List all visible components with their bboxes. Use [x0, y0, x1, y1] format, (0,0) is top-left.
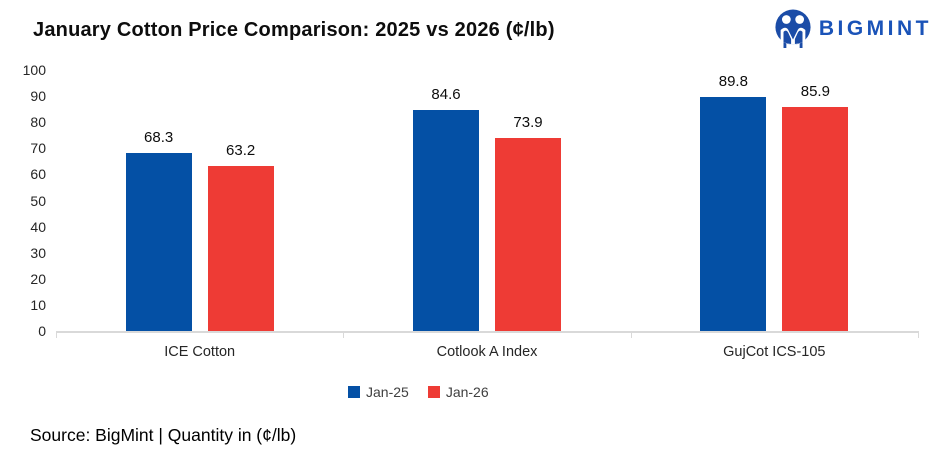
bar-jan-26-cotlook-a-index [495, 138, 561, 331]
y-axis-tick-label: 0 [38, 323, 46, 339]
bar-jan-25-gujcot-ics-105 [700, 96, 767, 331]
bar-value-label: 84.6 [431, 86, 461, 104]
bigmint-logo: BIGMINT [774, 9, 932, 49]
y-axis-tick-label: 60 [30, 166, 46, 183]
bar-value-label: 85.9 [800, 82, 830, 100]
bar-jan-25-ice-cotton [125, 152, 192, 331]
y-axis-tick-label: 10 [30, 296, 46, 313]
y-axis-tick-label: 100 [22, 62, 46, 78]
x-axis-tick-mark [918, 331, 919, 338]
legend-swatch-icon [348, 386, 360, 398]
source-note: Source: BigMint | Quantity in (¢/lb) [30, 425, 297, 445]
chart-title: January Cotton Price Comparison: 2025 vs… [33, 19, 555, 41]
chart-legend: Jan-25 Jan-26 [348, 384, 489, 400]
bar-jan-26-gujcot-ics-105 [782, 106, 849, 331]
y-axis-tick-label: 50 [30, 192, 46, 209]
bar-value-label: 73.9 [513, 114, 543, 132]
bar-value-label: 68.3 [144, 128, 174, 146]
legend-label: Jan-25 [366, 384, 409, 400]
x-axis-category-label: Cotlook A Index [436, 344, 538, 360]
y-axis-tick-label: 30 [30, 244, 46, 261]
legend-item-jan-26: Jan-26 [427, 384, 489, 400]
y-axis-tick-label: 90 [30, 88, 46, 105]
y-axis-tick-label: 80 [30, 114, 46, 131]
bar-jan-26-ice-cotton [207, 166, 274, 331]
x-axis-category-label: ICE Cotton [164, 344, 236, 360]
bar-value-label: 89.8 [718, 72, 748, 90]
bigmint-m-icon [774, 9, 812, 49]
x-axis-line [56, 331, 918, 333]
x-axis-tick-mark [56, 331, 57, 338]
y-axis-tick-label: 70 [30, 140, 46, 157]
bigmint-logo-text: BIGMINT [818, 17, 932, 40]
x-axis-tick-mark [343, 331, 345, 338]
bar-jan-25-cotlook-a-index [413, 110, 479, 331]
legend-swatch-icon [427, 386, 440, 398]
x-axis-category-label: GujCot ICS-105 [723, 344, 826, 360]
y-axis-tick-label: 40 [30, 218, 46, 235]
legend-item-jan-25: Jan-25 [348, 384, 409, 400]
bar-value-label: 63.2 [226, 142, 256, 160]
x-axis-tick-mark [630, 331, 632, 338]
legend-label: Jan-26 [445, 384, 489, 400]
y-axis-tick-label: 20 [30, 270, 46, 287]
